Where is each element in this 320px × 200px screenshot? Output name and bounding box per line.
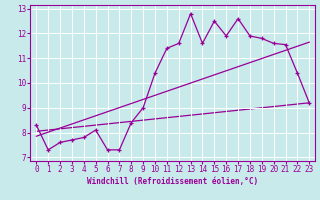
X-axis label: Windchill (Refroidissement éolien,°C): Windchill (Refroidissement éolien,°C) — [87, 177, 258, 186]
